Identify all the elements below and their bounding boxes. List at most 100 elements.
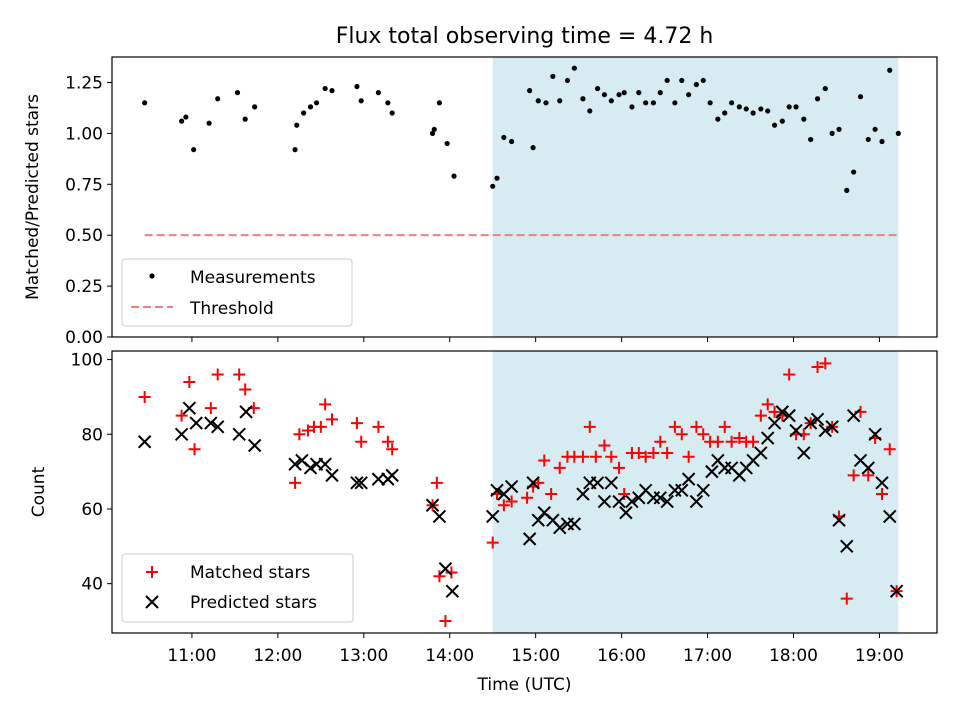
predicted-star-point: [832, 513, 846, 527]
measurement-point: [707, 100, 713, 106]
matched-star-point: [486, 536, 499, 549]
top-ytick-label: 0.75: [65, 175, 103, 195]
measurement-point: [736, 104, 742, 110]
measurement-point: [313, 100, 320, 106]
legend-predicted-label: Predicted stars: [190, 593, 317, 613]
measurement-point: [242, 116, 248, 122]
predicted-star-point: [875, 476, 889, 490]
xtick-label: 13:00: [339, 646, 388, 666]
measurement-point: [621, 90, 627, 96]
xtick-label: 19:00: [855, 646, 904, 666]
matched-star-point: [497, 499, 510, 512]
measurement-point: [664, 77, 670, 84]
top-axis-ticks: 0.00 0.25 0.50 0.75 1.00 1.25: [65, 73, 880, 348]
predicted-star-point: [818, 423, 832, 438]
matched-star-point: [233, 368, 246, 381]
measurement-point: [679, 77, 685, 84]
measurement-point: [686, 92, 692, 98]
matched-star-point: [350, 417, 363, 430]
predicted-star-point: [371, 472, 386, 486]
measurement-point: [729, 100, 735, 106]
top-panel: 0.00 0.25 0.50 0.75 1.00 1.25 Matched/Predict…: [23, 56, 938, 348]
bottom-legend-box: [121, 553, 354, 623]
predicted-star-point: [782, 408, 796, 423]
predicted-star-point: [789, 423, 803, 438]
predicted-star-point: [754, 446, 768, 460]
predicted-star-point: [889, 584, 904, 598]
predicted-star-point: [675, 483, 689, 498]
predicted-star-point: [485, 509, 500, 524]
measurement-point: [765, 108, 771, 114]
predicted-star-point: [526, 476, 540, 490]
measurement-points: [142, 65, 901, 193]
measurement-point: [564, 77, 571, 84]
matched-star-point: [188, 443, 201, 456]
matched-star-point: [783, 368, 796, 381]
legend-measurements-label: Measurements: [190, 268, 316, 288]
measurement-point: [557, 98, 563, 104]
top-ytick-label: 0.00: [65, 328, 103, 348]
measurement-point: [608, 98, 614, 104]
predicted-star-point: [803, 416, 818, 430]
matched-star-point: [319, 398, 332, 411]
matched-star-point: [386, 443, 399, 456]
predicted-star-point: [760, 431, 775, 445]
measurement-point: [672, 100, 678, 106]
xtick-label: 12:00: [253, 646, 302, 666]
predicted-star-point: [576, 487, 590, 501]
predicted-star-point: [767, 416, 782, 430]
predicted-star-point: [438, 562, 453, 576]
predicted-star-point: [625, 494, 639, 509]
matched-star-point: [840, 592, 853, 605]
measurement-point: [322, 85, 328, 92]
matched-star-point: [598, 439, 611, 452]
measurement-point: [215, 96, 221, 102]
measurement-point: [629, 104, 635, 110]
matched-star-point: [761, 398, 774, 411]
legend-matched-marker: [146, 566, 158, 578]
matched-star-point: [613, 461, 626, 474]
matched-star-point: [862, 469, 875, 482]
predicted-star-point: [553, 520, 567, 535]
measurement-point: [292, 147, 298, 153]
predicted-star-point: [350, 476, 364, 490]
matched-star-point: [883, 443, 896, 456]
predicted-star-point: [354, 476, 368, 490]
predicted-star-point: [696, 483, 710, 498]
measurement-point: [252, 104, 258, 110]
bottom-ytick-label: 40: [81, 575, 103, 595]
predicted-star-point: [504, 479, 519, 494]
measurement-point: [429, 130, 436, 136]
predicted-star-point: [318, 457, 332, 471]
matched-star-point: [711, 435, 724, 448]
measurement-point: [643, 100, 649, 106]
predicted-star-point: [189, 416, 203, 430]
matched-star-point: [876, 488, 888, 501]
matched-star-point: [847, 469, 860, 482]
measurement-point: [657, 90, 663, 96]
legend-predicted-marker: [145, 595, 159, 609]
measurement-point: [801, 116, 807, 122]
predicted-star-point: [303, 461, 318, 475]
predicted-star-point: [567, 517, 582, 531]
measurement-point: [142, 100, 148, 106]
measurement-point: [743, 106, 749, 112]
measurement-point: [501, 134, 507, 141]
matched-star-point: [682, 450, 695, 463]
measurement-point: [587, 108, 593, 114]
matched-star-point: [754, 409, 767, 422]
top-observing-window-shade: [492, 57, 899, 337]
matched-star-point: [301, 424, 314, 437]
measurement-point: [715, 116, 721, 122]
predicted-star-point: [232, 427, 246, 442]
top-ylabel: Matched/Predicted stars: [23, 94, 43, 300]
measurement-point: [808, 136, 814, 143]
measurement-point: [722, 110, 728, 116]
measurement-point: [857, 94, 864, 100]
matched-star-point: [690, 420, 703, 433]
measurement-point: [814, 96, 821, 102]
matched-star-point: [314, 420, 327, 433]
measurement-point: [879, 138, 885, 145]
measurement-point: [650, 100, 657, 106]
